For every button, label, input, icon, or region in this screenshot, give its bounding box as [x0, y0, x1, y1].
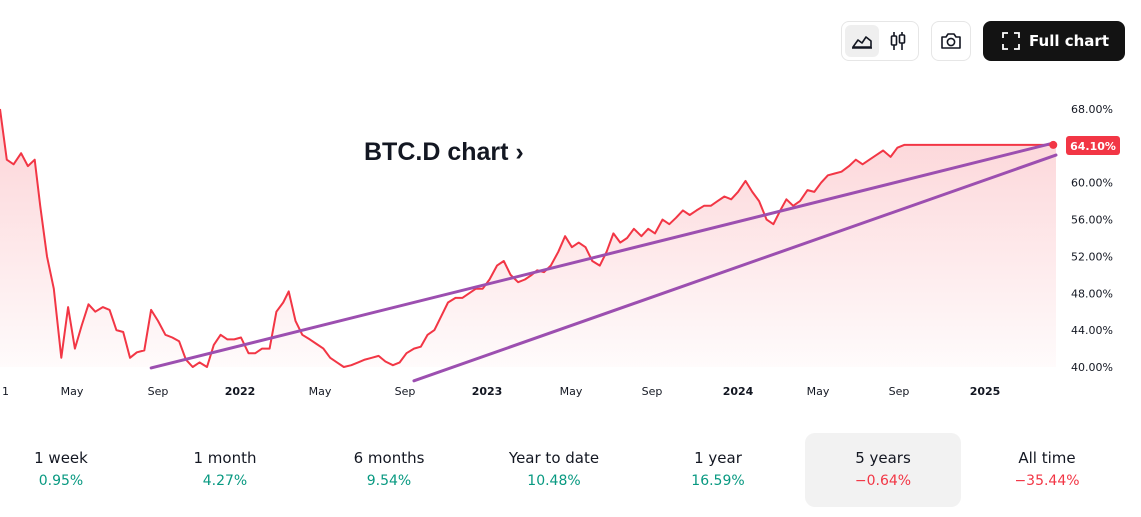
x-tick-label: May — [61, 385, 84, 398]
performance-periods: 1 week 0.95% 1 month 4.27% 6 months 9.54… — [0, 433, 1141, 507]
y-tick-label: 48.00% — [1071, 287, 1113, 300]
x-tick-label: Sep — [889, 385, 910, 398]
period-label: 1 week — [34, 449, 88, 467]
x-tick-label: 2023 — [472, 385, 503, 398]
period-1-month[interactable]: 1 month 4.27% — [147, 433, 303, 507]
period-label: 1 year — [694, 449, 742, 467]
period-all-time[interactable]: All time −35.44% — [969, 433, 1125, 507]
btc-dominance-chart: BTC.D chart › 40.00% 44.00% 48.00% 52.00% 56… — [0, 103, 1120, 398]
upper-trendline — [149, 141, 1055, 370]
x-tick-label: Sep — [148, 385, 169, 398]
y-tick-label: 52.00% — [1071, 250, 1113, 263]
period-year-to-date[interactable]: Year to date 10.48% — [476, 433, 632, 507]
fullscreen-icon — [1002, 32, 1020, 50]
period-1-week[interactable]: 1 week 0.95% — [0, 433, 139, 507]
full-chart-button[interactable]: Full chart — [983, 21, 1125, 61]
period-label: 5 years — [855, 449, 911, 467]
period-6-months[interactable]: 6 months 9.54% — [311, 433, 467, 507]
x-tick-label: 2024 — [723, 385, 754, 398]
period-5-years[interactable]: 5 years −0.64% — [805, 433, 961, 507]
full-chart-label: Full chart — [1029, 32, 1109, 50]
last-price-dot — [1049, 140, 1058, 149]
area-chart-icon — [852, 36, 873, 49]
period-change: 10.48% — [527, 473, 581, 489]
period-change: 0.95% — [38, 473, 84, 489]
price-line — [0, 108, 1056, 368]
x-tick-label: Sep — [395, 385, 416, 398]
period-change: 4.27% — [202, 473, 248, 489]
period-change: −35.44% — [1014, 473, 1080, 489]
period-label: 1 month — [193, 449, 257, 467]
period-change: −0.64% — [854, 473, 912, 489]
last-price-label: 64.10% — [1070, 140, 1116, 153]
y-tick-label: 60.00% — [1071, 177, 1113, 190]
x-tick-label: Sep — [642, 385, 663, 398]
chart-title-link[interactable]: BTC.D chart › — [364, 138, 524, 166]
period-change: 9.54% — [366, 473, 412, 489]
lower-trendline — [412, 153, 1058, 383]
chart-toolbar: Full chart — [841, 21, 1125, 61]
period-label: 6 months — [353, 449, 425, 467]
x-tick-label: May — [560, 385, 583, 398]
period-1-year[interactable]: 1 year 16.59% — [640, 433, 796, 507]
chart-style-toggle — [841, 21, 920, 61]
y-tick-label: 56.00% — [1071, 214, 1113, 227]
x-tick-label: May — [309, 385, 332, 398]
x-tick-label: May — [807, 385, 830, 398]
x-tick-label: 2022 — [225, 385, 256, 398]
candlestick-icon — [890, 32, 906, 50]
y-tick-label: 44.00% — [1071, 324, 1113, 337]
candlestick-chart-button[interactable] — [881, 25, 915, 57]
x-tick-label: 2025 — [970, 385, 1001, 398]
camera-icon — [941, 33, 961, 49]
snapshot-button[interactable] — [931, 21, 972, 61]
period-label: Year to date — [508, 449, 600, 467]
area-fill — [0, 109, 1056, 367]
y-tick-label: 68.00% — [1071, 103, 1113, 116]
chart-title[interactable]: BTC.D chart › — [364, 138, 524, 166]
area-chart-button[interactable] — [845, 25, 880, 57]
period-label: All time — [1018, 449, 1076, 467]
period-change: 16.59% — [691, 473, 745, 489]
x-tick-label: 1 — [2, 385, 9, 398]
last-price-tag: 64.10% — [1066, 136, 1120, 155]
y-tick-label: 40.00% — [1071, 361, 1113, 374]
